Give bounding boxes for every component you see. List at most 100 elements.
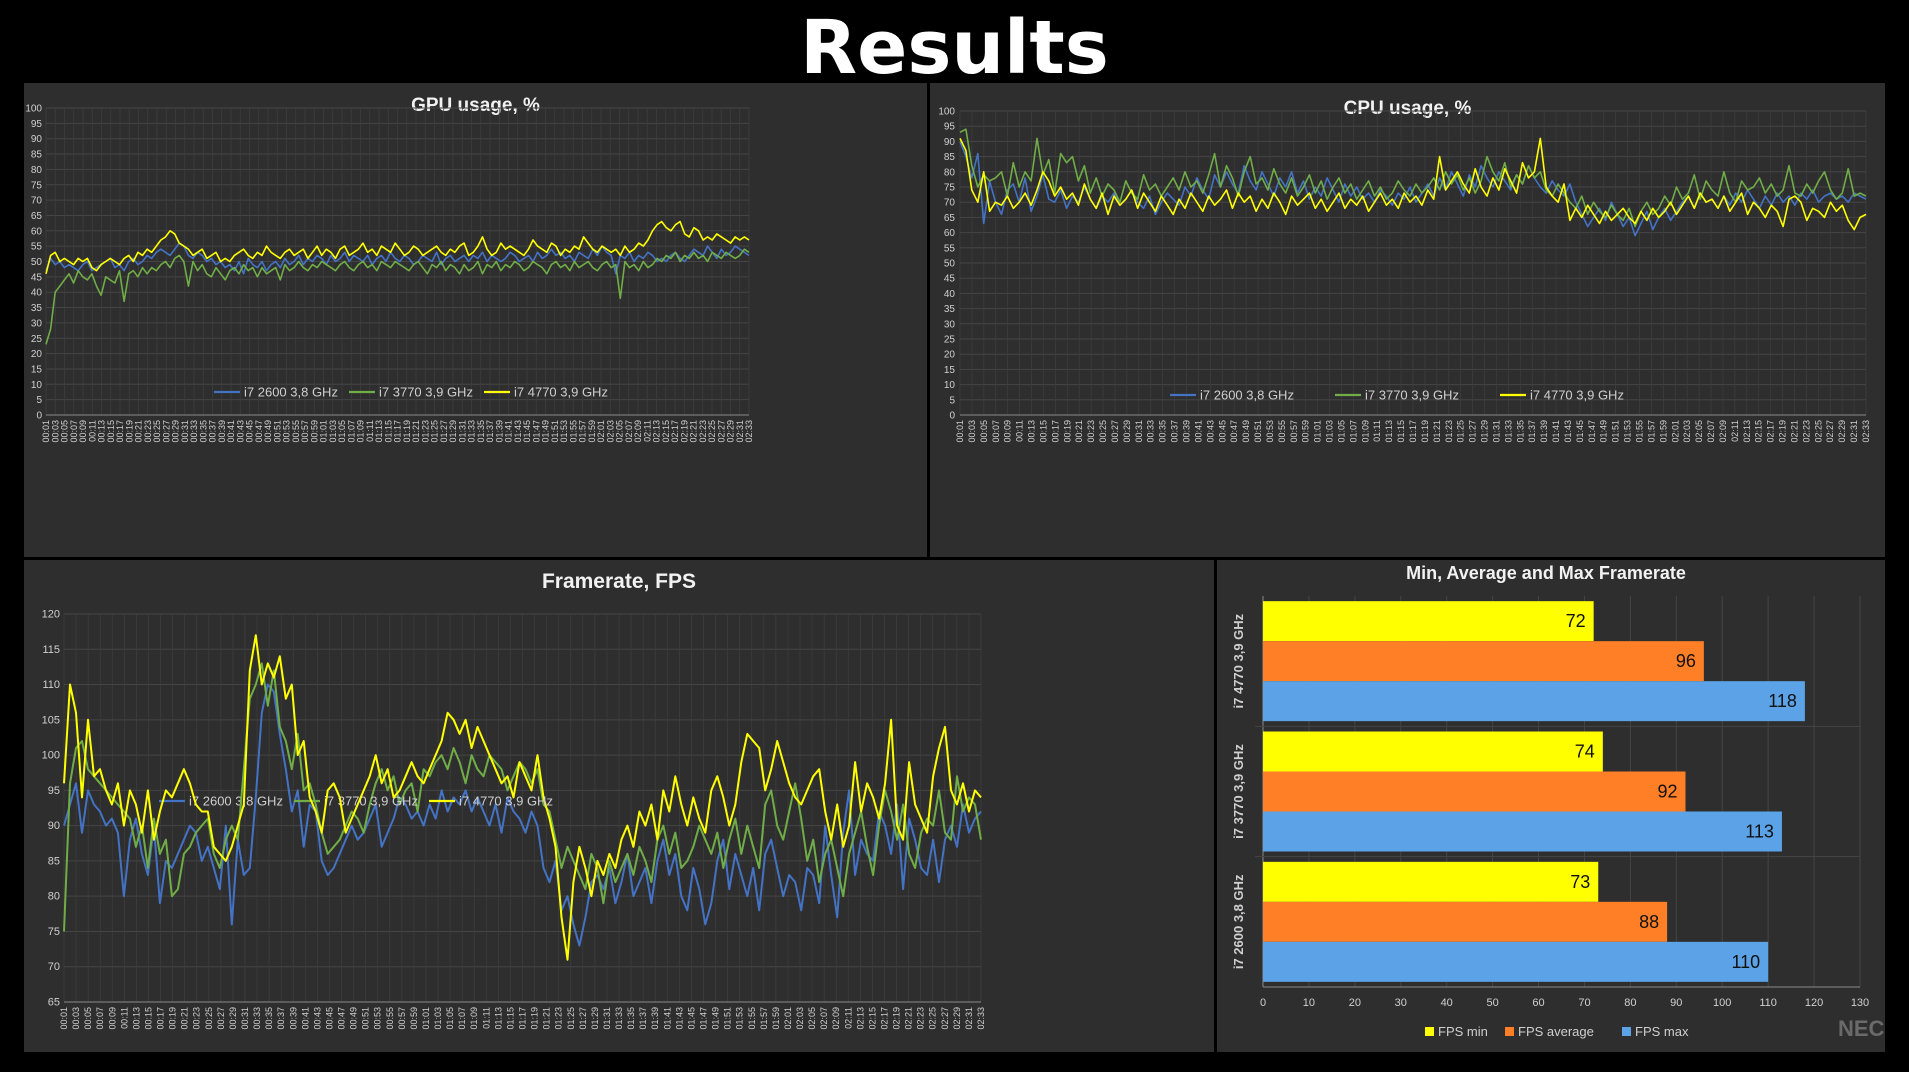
y-tick-label: 10 <box>31 380 43 391</box>
x-tick-label: 02:05 <box>807 1007 817 1030</box>
chart-title: GPU usage, % <box>411 95 540 116</box>
series-line <box>63 662 982 932</box>
x-tick-label: 01:13 <box>1384 420 1394 443</box>
x-tick-label: 02:29 <box>1837 420 1847 443</box>
x-tick-label: 01:35 <box>626 1007 636 1030</box>
x-tick-label: 01:01 <box>421 1007 431 1030</box>
series-line <box>959 137 1867 231</box>
x-tick-label: 00:43 <box>312 1007 322 1030</box>
gpu-usage-chart-svg: GPU usage, % 0 5 10 15 20 25 30 35 40 45 50 55 60 65 70… <box>25 95 754 443</box>
gpu-usage-chart: GPU usage, % 0 5 10 15 20 25 30 35 40 45 50 55 60 65 70… <box>24 83 927 557</box>
x-tick-label: 01:49 <box>711 1007 721 1030</box>
x-tick-label: 01:55 <box>568 420 578 443</box>
x-tick-label: 01:51 <box>723 1007 733 1030</box>
x-tick-label: 00:27 <box>216 1007 226 1030</box>
x-tick-label: 02:25 <box>928 1007 938 1030</box>
y-tick-label: 60 <box>31 226 43 237</box>
channel-watermark: NEC <box>1838 1016 1885 1041</box>
x-tick-label: 01:25 <box>430 420 440 443</box>
x-tick-label: 00:15 <box>106 420 116 443</box>
y-tick-label: 50 <box>944 259 956 270</box>
y-tick-label: 90 <box>31 134 43 145</box>
x-tick-label: 02:31 <box>964 1007 974 1030</box>
x-tick-label: 00:53 <box>282 420 292 443</box>
x-tick-label: 01:59 <box>1658 420 1668 443</box>
x-tick-label: 01:43 <box>513 420 523 443</box>
y-tick-label: 50 <box>31 257 43 268</box>
x-tick-label: 00:57 <box>1289 420 1299 443</box>
x-tick-label: 01:23 <box>1444 420 1454 443</box>
x-tick-label: 00:17 <box>1050 420 1060 443</box>
x-tick-label: 01:03 <box>433 1007 443 1030</box>
bar <box>1263 601 1594 642</box>
x-tick-label: 02:33 <box>744 420 754 443</box>
x-tick-label: 02:09 <box>1718 420 1728 443</box>
y-tick-label: 20 <box>944 350 956 361</box>
x-tick-label: 00:07 <box>95 1007 105 1030</box>
x-tick-label: 01:39 <box>1539 420 1549 443</box>
x-tick-label: 01:45 <box>686 1007 696 1030</box>
x-tick-label: 00:07 <box>69 420 79 443</box>
y-tick-label: 35 <box>944 304 956 315</box>
x-tick-label: 01:11 <box>481 1007 491 1029</box>
x-tick-label: 00:33 <box>1146 420 1156 443</box>
x-tick-label: 01:25 <box>566 1007 576 1030</box>
legend-label: i7 3770 3,9 GHz <box>379 385 473 400</box>
x-tick-label: 60 <box>1532 997 1544 1009</box>
y-tick-label: 25 <box>31 334 43 345</box>
x-tick-label: 01:37 <box>485 420 495 443</box>
x-tick-label: 02:09 <box>831 1007 841 1030</box>
x-tick-label: 01:59 <box>587 420 597 443</box>
y-tick-label: 25 <box>944 335 956 346</box>
x-tick-label: 01:57 <box>578 420 588 443</box>
x-tick-label: 01:09 <box>1360 420 1370 443</box>
x-tick-label: 00:45 <box>324 1007 334 1030</box>
y-tick-label: 100 <box>25 104 42 115</box>
x-tick-label: 02:31 <box>1849 420 1859 443</box>
x-tick-label: 00:39 <box>288 1007 298 1030</box>
x-tick-label: 01:29 <box>448 420 458 443</box>
y-tick-label: 75 <box>944 183 956 194</box>
x-tick-label: 02:25 <box>707 420 717 443</box>
x-tick-label: 10 <box>1303 997 1315 1009</box>
x-tick-label: 01:19 <box>1420 420 1430 443</box>
x-tick-label: 00:11 <box>1015 420 1025 442</box>
legend-label: i7 4770 3,9 GHz <box>514 385 608 400</box>
y-tick-label: 30 <box>944 319 956 330</box>
y-tick-label: 35 <box>31 303 43 314</box>
x-tick-label: 00:23 <box>192 1007 202 1030</box>
x-tick-label: 00:09 <box>1003 420 1013 443</box>
y-tick-label: 65 <box>944 213 956 224</box>
bar-value-label: 88 <box>1639 912 1659 932</box>
x-tick-label: 00:35 <box>264 1007 274 1030</box>
x-tick-label: 02:11 <box>1730 420 1740 442</box>
x-tick-label: 01:07 <box>1348 420 1358 443</box>
x-tick-label: 01:41 <box>662 1007 672 1030</box>
bar-value-label: 118 <box>1768 691 1797 711</box>
x-tick-label: 01:31 <box>602 1007 612 1030</box>
x-tick-label: 00:03 <box>71 1007 81 1030</box>
x-tick-label: 00:57 <box>300 420 310 443</box>
y-tick-label: 65 <box>31 211 43 222</box>
legend-label: i7 3770 3,9 GHz <box>1365 388 1459 403</box>
x-tick-label: 02:33 <box>976 1007 986 1030</box>
x-tick-label: 01:55 <box>1635 420 1645 443</box>
x-tick-label: 00:09 <box>107 1007 117 1030</box>
chart-title: CPU usage, % <box>1344 98 1472 119</box>
x-tick-label: 02:21 <box>1789 420 1799 443</box>
x-tick-label: 02:33 <box>1861 420 1871 443</box>
x-tick-label: 00:41 <box>1193 420 1203 443</box>
x-tick-label: 00:11 <box>87 420 97 442</box>
x-tick-label: 01:13 <box>493 1007 503 1030</box>
y-tick-label: 45 <box>31 272 43 283</box>
x-tick-label: 00:49 <box>1241 420 1251 443</box>
x-tick-label: 01:07 <box>346 420 356 443</box>
legend-label: i7 2600 3,8 GHz <box>1200 388 1294 403</box>
y-tick-label: 40 <box>944 289 956 300</box>
bar-value-label: 113 <box>1745 822 1774 842</box>
legend-label: FPS min <box>1438 1024 1488 1039</box>
x-tick-label: 01:17 <box>518 1007 528 1030</box>
x-tick-label: 00:17 <box>115 420 125 443</box>
series-line <box>63 683 982 947</box>
x-tick-label: 00:49 <box>349 1007 359 1030</box>
